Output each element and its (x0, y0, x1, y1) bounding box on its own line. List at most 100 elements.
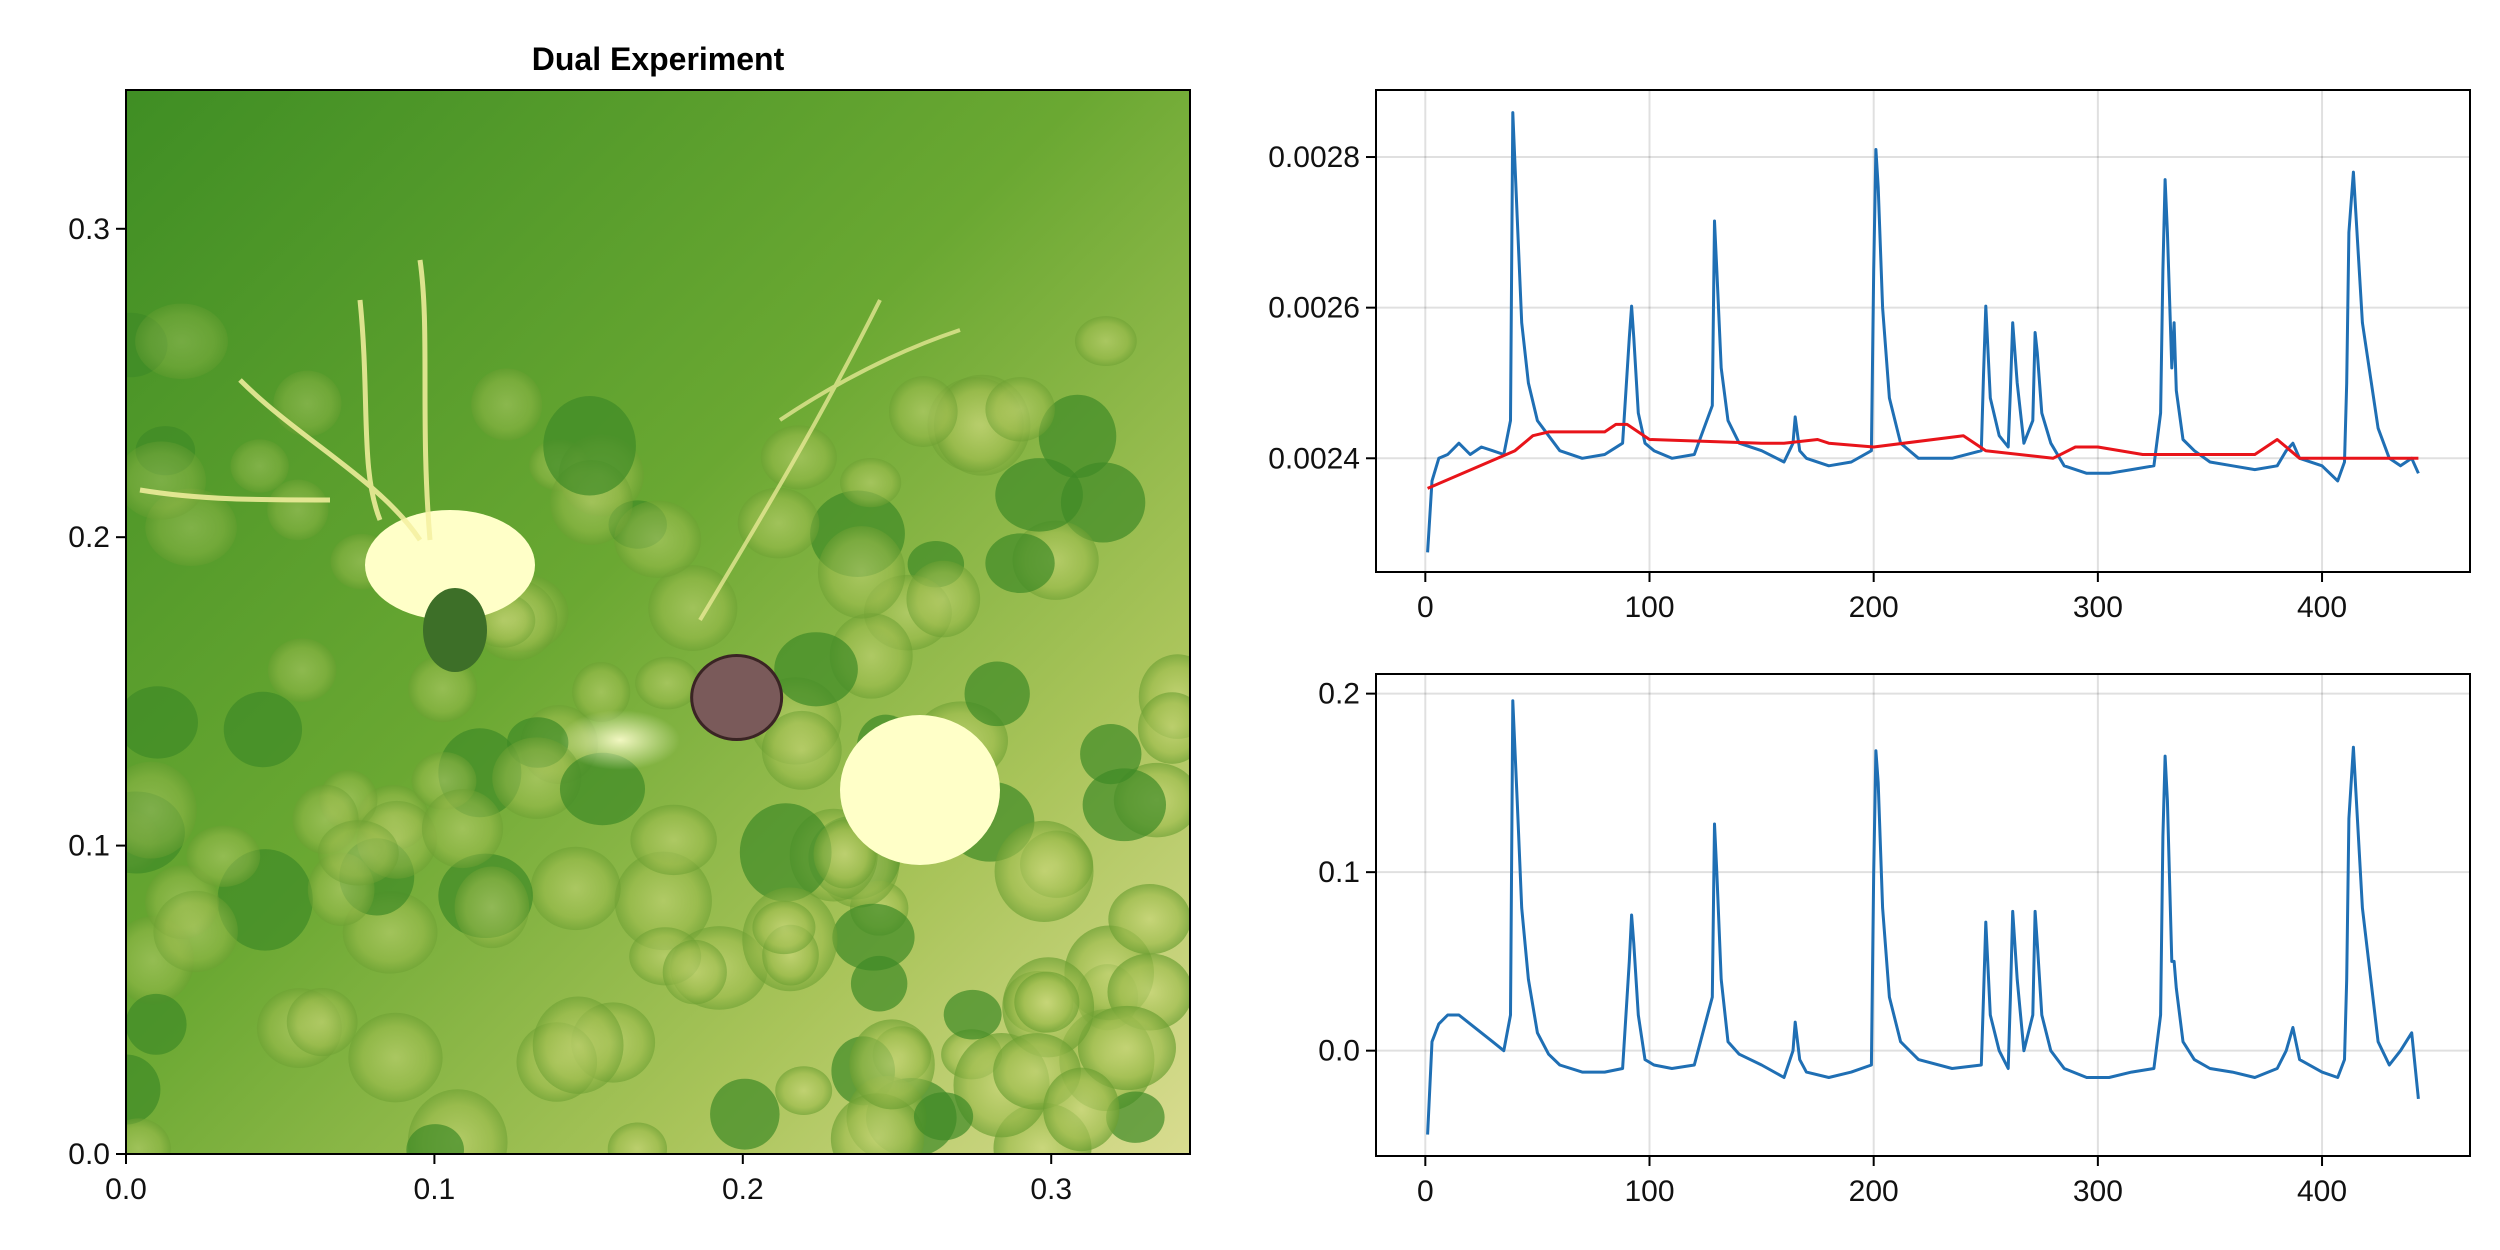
cell-texture (530, 846, 621, 931)
top-plot-xtick-label: 100 (1624, 591, 1674, 624)
cell-texture (471, 368, 543, 441)
bottom-plot-xtick-label: 300 (2073, 1175, 2123, 1208)
cell-texture (964, 661, 1030, 727)
top-plot-ytick-label: 0.0024 (1268, 442, 1360, 475)
cell-texture (126, 993, 187, 1055)
glow-region (560, 710, 680, 770)
cell-texture (906, 560, 981, 638)
top-plot-xtick-label: 0 (1417, 591, 1434, 624)
cell-texture (817, 526, 906, 619)
cell-texture (559, 752, 646, 826)
bottom-grid (1376, 674, 2470, 1156)
cell-texture (408, 655, 478, 723)
bright-region-right (840, 715, 1000, 865)
top-plot-xtick-label: 200 (1849, 591, 1899, 624)
heatmap-ytick-label: 0.3 (68, 213, 110, 246)
cell-texture (492, 737, 582, 819)
cell-texture (286, 987, 358, 1057)
cell-texture (1108, 884, 1190, 955)
bottom-plot-xtick-label: 0 (1417, 1175, 1434, 1208)
heatmap-xtick-label: 0.0 (105, 1173, 147, 1206)
bottom-lines (1426, 699, 2420, 1135)
cell-texture (317, 820, 399, 886)
cell-texture (648, 565, 738, 651)
cell-texture (840, 457, 902, 508)
bottom-plot-ytick-label: 0.2 (1318, 678, 1360, 711)
cell-texture (752, 900, 816, 955)
heatmap-cells (126, 303, 1190, 1154)
cell-texture (230, 439, 289, 493)
bottom-plot-xtick-label: 200 (1849, 1175, 1899, 1208)
cell-texture (849, 1019, 935, 1110)
cell-texture (1077, 1005, 1176, 1091)
heatmap-xtick-label: 0.2 (722, 1173, 764, 1206)
heatmap-title: Dual Experiment (532, 41, 785, 77)
cell-texture (1082, 768, 1167, 842)
heatmap-ytick-label: 0.2 (68, 521, 110, 554)
cell-texture (761, 710, 842, 790)
cell-texture (760, 425, 837, 490)
cell-texture (406, 1124, 465, 1154)
cell-texture (1043, 1067, 1120, 1152)
bottom-axes: 0 100 200 300 400 0.0 0.1 0.2 (1318, 678, 2347, 1208)
cell-texture (943, 989, 1002, 1040)
cell-texture (832, 903, 915, 971)
top-plot-ytick-label: 0.0028 (1268, 141, 1360, 174)
heatmap-frame (125, 89, 1191, 1155)
cell-texture (614, 500, 702, 578)
top-plot-series-1-line (1427, 422, 2419, 490)
top-plot-ytick-label: 0.0026 (1268, 292, 1360, 325)
cell-texture (126, 761, 197, 859)
top-plot-series-0-line (1426, 111, 2420, 553)
cell-texture (1106, 1091, 1165, 1143)
cell-texture (186, 825, 261, 887)
cell-texture (850, 955, 908, 1012)
top-plot-xtick-label: 400 (2297, 591, 2347, 624)
cell-texture (1074, 316, 1137, 366)
cell-texture (739, 803, 832, 902)
dendrite-1 (139, 259, 433, 542)
cell-texture (421, 789, 504, 869)
top-lines (1426, 111, 2420, 553)
cell-texture (135, 303, 228, 380)
cell-texture (888, 376, 958, 447)
cell-texture (348, 1012, 443, 1103)
heatmap-ytick-label: 0.1 (68, 830, 110, 863)
cell-texture (153, 890, 238, 973)
cell-texture (614, 851, 712, 951)
cell-texture (985, 377, 1055, 442)
bottom-plot-xtick-label: 100 (1624, 1175, 1674, 1208)
cell-texture (830, 1093, 925, 1154)
cell-texture (710, 1078, 780, 1150)
cell-texture (994, 820, 1094, 923)
cell-texture (985, 533, 1055, 594)
overlay-region (690, 654, 784, 742)
cell-texture (1060, 462, 1146, 543)
heatmap-image (126, 90, 1190, 1154)
cell-texture (126, 1118, 171, 1154)
cell-texture (267, 638, 337, 702)
heatmap-xtick-label: 0.3 (1030, 1173, 1072, 1206)
bottom-plot-series-0-line (1426, 699, 2420, 1135)
cell-texture (543, 396, 636, 496)
cell-texture (532, 996, 624, 1094)
heatmap-xtick-label: 0.1 (414, 1173, 456, 1206)
cell-texture (1138, 692, 1190, 764)
cell-texture (1014, 971, 1080, 1033)
heatmap-panel: Dual Experiment 0.0 0.1 0.2 0.3 0.0 0.1 0.2 0.3 (68, 41, 1191, 1206)
dark-cell (423, 588, 487, 672)
cell-texture (662, 939, 727, 1005)
cell-texture (223, 691, 303, 768)
cell-texture (126, 441, 206, 520)
cell-texture (607, 1122, 668, 1154)
top-plot: 0 100 200 300 400 0.0024 0.0026 0.0028 (1268, 89, 2471, 624)
bottom-plot-ytick-label: 0.0 (1318, 1035, 1360, 1068)
cell-texture (635, 656, 700, 710)
heatmap-ytick-label: 0.0 (68, 1138, 110, 1171)
bottom-plot-frame (1375, 673, 2471, 1157)
cell-texture (995, 458, 1083, 532)
cell-texture (126, 686, 198, 759)
dendrite-2 (698, 299, 961, 622)
cell-texture (126, 1054, 161, 1125)
